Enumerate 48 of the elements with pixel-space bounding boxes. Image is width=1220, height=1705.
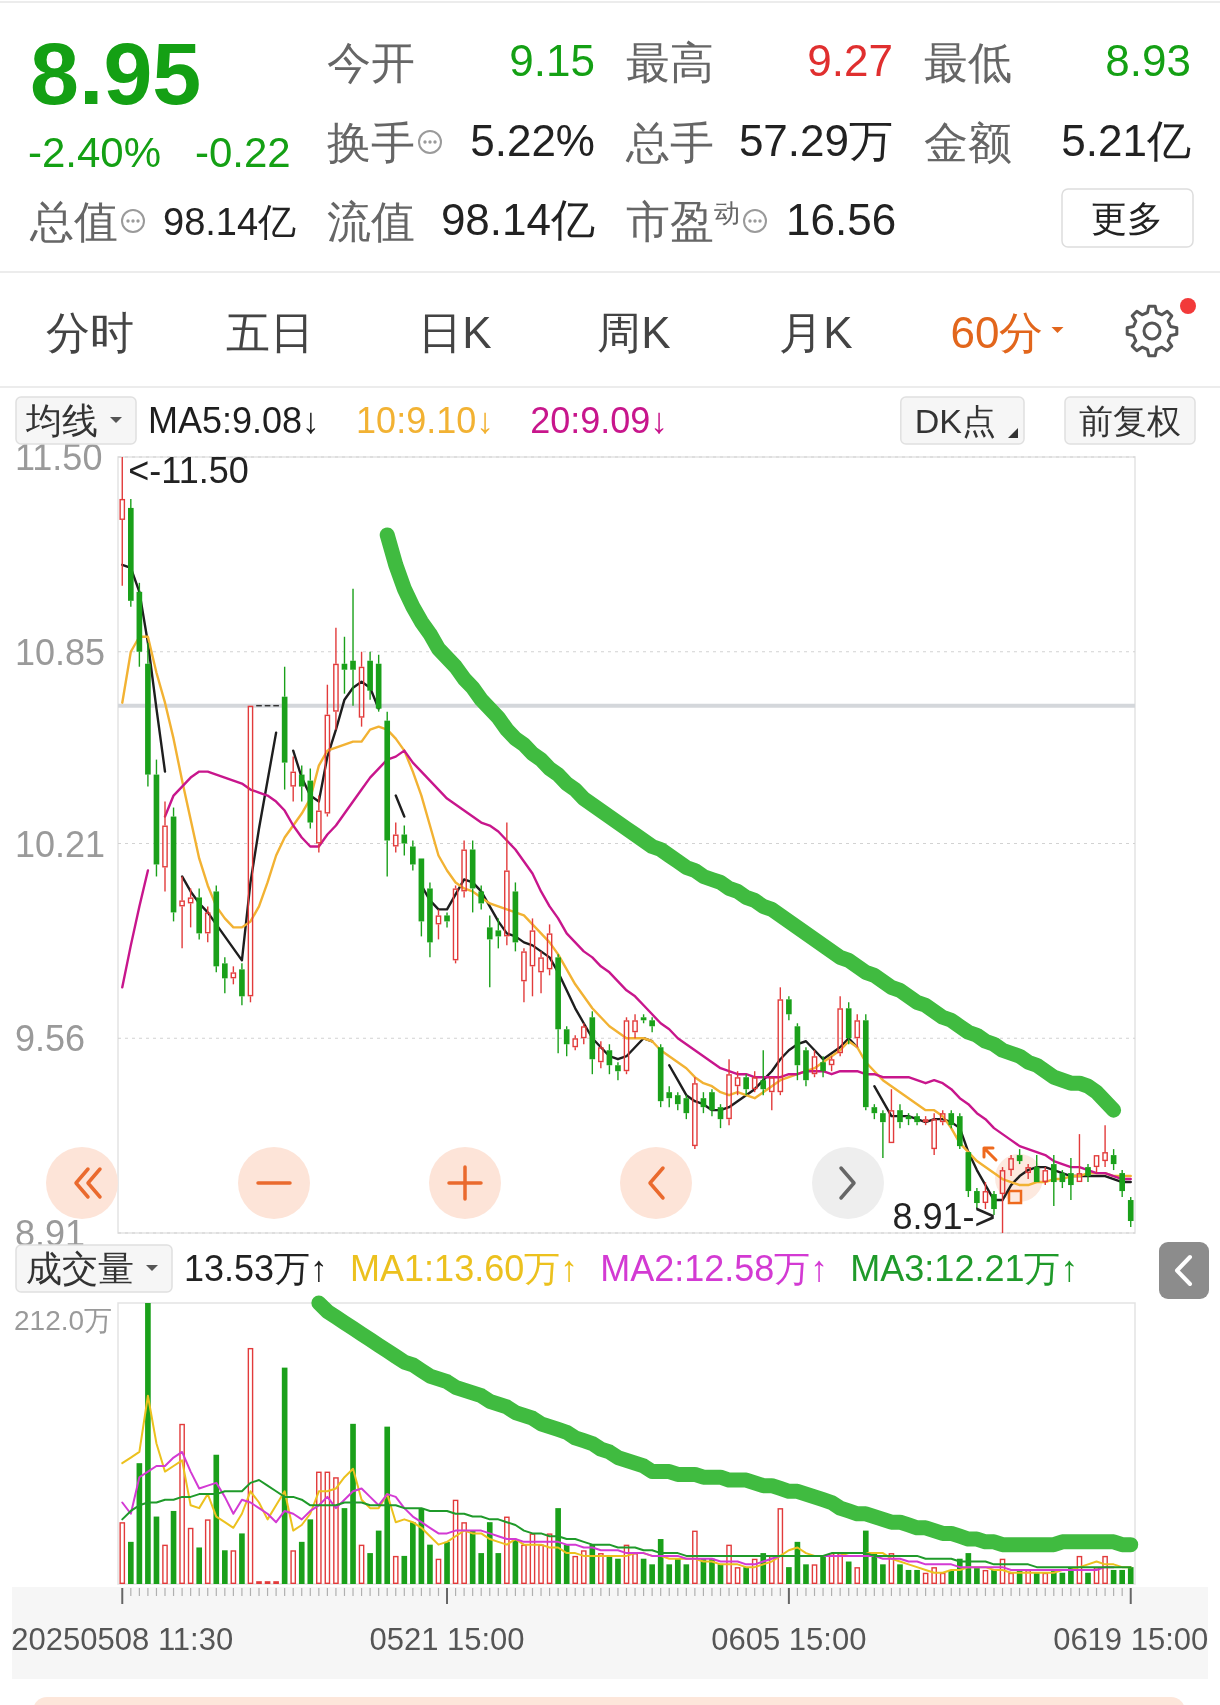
text: DK点 [914,402,997,440]
y-tick-label: 10.85 [15,631,106,673]
text: 分时 [46,308,134,357]
text: 今开 [327,38,415,87]
text: 五日 [226,308,314,357]
text: 16.56 [786,195,897,244]
annotation: <-11.50 [128,450,249,491]
x-tick-label: 20250508 11:30 [11,1622,234,1657]
text: 5.22% [470,116,595,165]
text: 60分 [950,308,1044,357]
text: 市盈$^{动}$ [626,197,740,246]
x-tick-label: 0605 15:00 [711,1622,867,1657]
text: 5.21亿 [1061,116,1191,165]
text: 98.14亿 [163,201,297,243]
text: 流值 [327,197,415,246]
text: 最低 [924,38,1012,87]
text: 周K [597,308,671,357]
text: -2.40% [28,129,162,176]
y-tick-label: 9.56 [15,1018,86,1060]
text: 8.95 [30,24,202,123]
annotation: 8.91-> [892,1196,996,1237]
text: 8.93 [1105,36,1191,85]
text: 13.53万↑ [184,1248,329,1289]
text: 9.27 [807,36,893,85]
text: 9.15 [509,36,595,85]
text: 20:9.09↓ [530,400,669,441]
legend-title: 成交量 [26,1248,134,1289]
text: -0.22 [195,129,291,176]
text: 总手 [625,118,714,167]
text: 212.0万 [14,1305,113,1336]
text: 日K [418,308,492,357]
text: 金额 [924,118,1012,167]
text: MA1:13.60万↑ [350,1248,579,1289]
text: 98.14亿 [440,195,595,244]
x-tick-label: 0521 15:00 [369,1622,525,1657]
text: 前复权 [1079,402,1181,440]
text: 月K [779,308,853,357]
text: 更多 [1091,198,1163,239]
text: 10:9.10↓ [356,400,495,441]
y-tick-label: 10.21 [15,823,106,865]
text: 换手 [327,118,415,167]
x-tick-label: 0619 15:00 [1053,1622,1209,1657]
text: 57.29万 [738,116,893,165]
text: 总值 [29,197,118,246]
text: MA3:12.21万↑ [850,1248,1079,1289]
text: 最高 [626,38,714,87]
text: MA5:9.08↓ [148,400,321,441]
text: MA2:12.58万↑ [600,1248,829,1289]
